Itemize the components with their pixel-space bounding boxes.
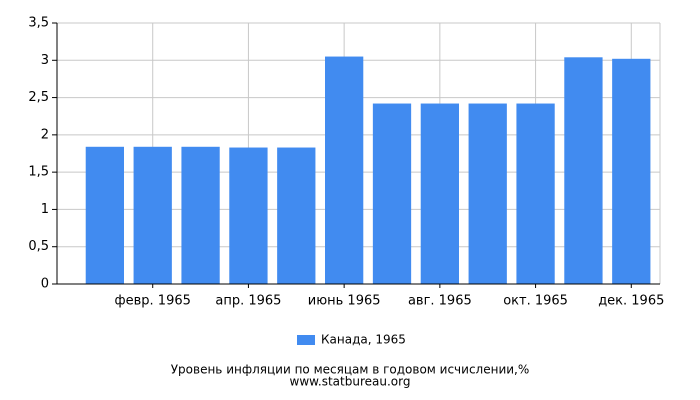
source: www.statbureau.org [290,375,411,389]
bar [85,146,124,284]
y-tick-label: 3,5 [28,16,49,31]
legend-label: Канада, 1965 [321,333,406,347]
x-tick-label: дек. 1965 [598,294,664,309]
bar [516,103,555,284]
bar [420,103,459,284]
x-tick-label: февр. 1965 [115,294,191,309]
bar [181,146,220,284]
y-tick-label: 3 [41,53,49,68]
bar [277,147,316,284]
y-tick-label: 2 [41,127,49,142]
y-tick-label: 0 [41,277,49,292]
bar [468,103,507,284]
bar [564,57,603,284]
legend-swatch [297,335,315,345]
y-tick-label: 0,5 [28,239,49,254]
y-tick-label: 1 [41,202,49,217]
bar [372,103,412,284]
y-tick-label: 2,5 [28,90,49,105]
x-tick-label: окт. 1965 [503,294,568,309]
bar [612,58,651,285]
bar [325,56,364,284]
bar [229,147,268,284]
x-tick-label: авг. 1965 [408,294,472,309]
x-axis-title: Уровень инфляции по месяцам в годовом ис… [171,363,530,377]
y-tick-label: 1,5 [28,165,49,180]
x-tick-label: июнь 1965 [308,294,381,309]
x-tick-label: апр. 1965 [215,294,281,309]
bar [133,146,172,284]
